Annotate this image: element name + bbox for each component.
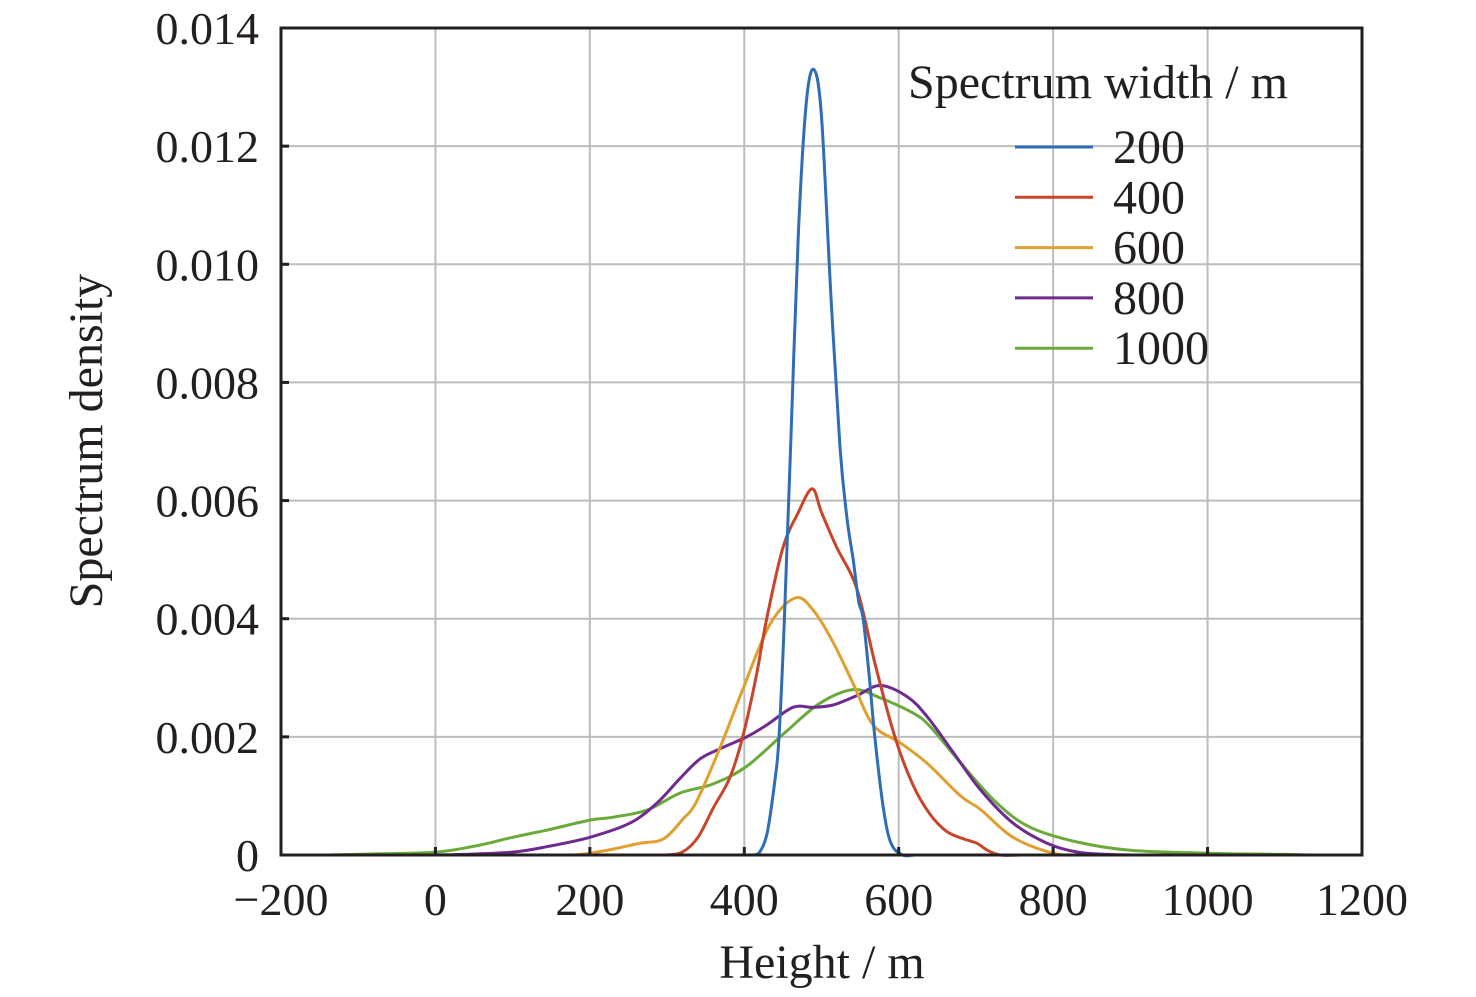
x-tick-label: 200 (555, 874, 624, 925)
y-tick-label: 0.010 (156, 239, 260, 290)
x-tick-label: 1000 (1162, 874, 1254, 925)
x-tick-label: 600 (864, 874, 933, 925)
plot-frame (279, 26, 1364, 857)
legend-label-600: 600 (1113, 222, 1185, 275)
y-tick-label: 0.014 (156, 3, 260, 54)
series-line-200 (751, 67, 915, 858)
y-tick-label: 0.002 (156, 712, 260, 763)
legend-label-400: 400 (1113, 171, 1185, 224)
y-tick-label: 0 (236, 830, 259, 881)
series-line-600 (574, 596, 1077, 857)
legend-label-200: 200 (1113, 121, 1185, 174)
series-line-800 (435, 683, 1131, 857)
y-tick-label: 0.004 (156, 594, 260, 645)
x-tick-label: 800 (1019, 874, 1088, 925)
x-tick-label: −200 (234, 874, 329, 925)
y-tick-label: 0.008 (156, 357, 260, 408)
y-axis-label: Spectrum density (60, 274, 113, 609)
legend-label-1000: 1000 (1113, 322, 1209, 375)
legend-label-800: 800 (1113, 272, 1185, 325)
ticks: −200 0 200 400 600 800 1000 120000.0020.0040.00… (156, 3, 1409, 925)
y-tick-label: 0.012 (156, 121, 260, 172)
series-line-400 (666, 487, 1023, 857)
x-tick-label: 400 (710, 874, 779, 925)
series-line-1000 (327, 688, 1309, 857)
y-tick-label: 0.006 (156, 476, 260, 527)
legend-title: Spectrum width / m (908, 56, 1288, 109)
series-lines (327, 67, 1309, 858)
x-tick-label: 0 (424, 874, 447, 925)
x-axis-label: Height / m (719, 936, 924, 989)
grid (280, 27, 1363, 856)
x-tick-label: 1200 (1316, 874, 1408, 925)
